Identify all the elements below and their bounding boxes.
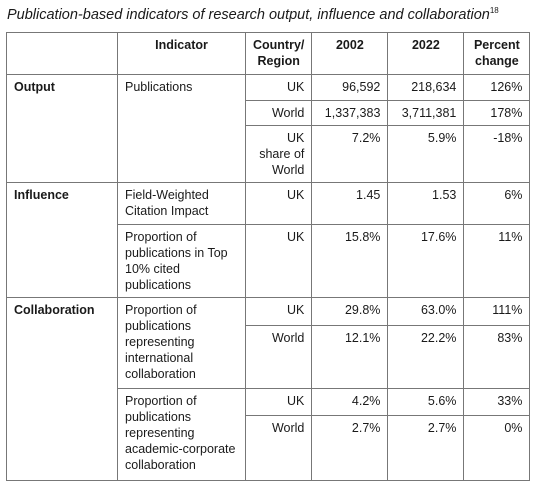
value-cell: 29.8% — [311, 297, 389, 326]
indicator-label: Proportion of publications representing … — [117, 297, 246, 389]
header-cell: Percent change — [463, 32, 531, 75]
table-row: Proportion of publications in Top 10% ci… — [7, 224, 531, 298]
value-cell: 22.2% — [387, 325, 465, 389]
region: UK — [244, 224, 313, 298]
indicator-label: Publications — [117, 74, 246, 183]
header-cell: Indicator — [117, 32, 246, 75]
value-cell: 12.1% — [311, 325, 389, 389]
table: Indicator Country/ Region 2002 2022 Percent … — [6, 32, 531, 481]
page: Publication-based indicators of research… — [6, 6, 531, 481]
footnote-ref: 18 — [489, 6, 499, 15]
value-cell: -18% — [463, 125, 531, 183]
table-row: World 1,337,383 3,711,381 178% — [7, 100, 531, 126]
value-cell: 33% — [463, 388, 531, 416]
title: Publication-based indicators of research… — [7, 6, 490, 23]
table-row: Indicator Country/ Region 2002 2022 Percent … — [6, 32, 531, 75]
value-cell: 3,711,381 — [387, 100, 465, 126]
header-cell — [6, 32, 118, 75]
value-cell: 4.2% — [311, 388, 389, 416]
region: World — [244, 100, 313, 126]
value-cell: 15.8% — [311, 224, 389, 298]
value-cell: 2.7% — [311, 415, 389, 481]
indicator-label: Field-Weighted Citation Impact — [117, 182, 246, 225]
region: UK — [244, 297, 313, 326]
value-cell: 17.6% — [387, 224, 465, 298]
header-cell: 2022 — [387, 32, 465, 75]
value-cell: 218,634 — [387, 74, 465, 101]
value-cell: 2.7% — [387, 415, 465, 481]
value-cell: 1.45 — [311, 182, 389, 225]
value-cell: 111% — [463, 297, 531, 326]
value-cell: 1.53 — [387, 182, 465, 225]
value-cell: 96,592 — [311, 74, 389, 101]
table-row: Output Publications UK 96,592 218,634 126% — [6, 74, 531, 183]
region: UK share of World — [244, 125, 313, 183]
title-line: Publication-based indicators of research… — [7, 6, 499, 23]
header-cell: 2002 — [311, 32, 389, 75]
group-label: Output — [6, 74, 118, 183]
region: World — [244, 325, 313, 389]
table-row: Collaboration Proportion of publications … — [6, 297, 531, 481]
value-cell: 6% — [463, 182, 531, 225]
region: UK — [244, 182, 313, 225]
value-cell: 1,337,383 — [311, 100, 389, 126]
indicator-label: Proportion of publications in Top 10% ci… — [117, 224, 246, 298]
value-cell: 178% — [463, 100, 531, 126]
region: World — [244, 415, 313, 481]
table-row: Influence Field-Weighted Citation Impact U… — [6, 182, 531, 298]
group-label: Influence — [6, 182, 118, 298]
value-cell: 0% — [463, 415, 531, 481]
region: UK — [244, 74, 313, 101]
table-row: UK share of World 7.2% 5.9% -18% — [7, 125, 531, 183]
value-cell: 7.2% — [311, 125, 389, 183]
value-cell: 5.6% — [387, 388, 465, 416]
value-cell: 126% — [463, 74, 531, 101]
table-row: World 12.1% 22.2% 83% — [7, 325, 531, 389]
value-cell: 63.0% — [387, 297, 465, 326]
group-label: Collaboration — [6, 297, 118, 481]
region: UK — [244, 388, 313, 416]
table-row: Proportion of publications representing … — [7, 388, 531, 481]
value-cell: 5.9% — [387, 125, 465, 183]
header-cell: Country/ Region — [244, 32, 313, 75]
value-cell: 11% — [463, 224, 531, 298]
value-cell: 83% — [463, 325, 531, 389]
